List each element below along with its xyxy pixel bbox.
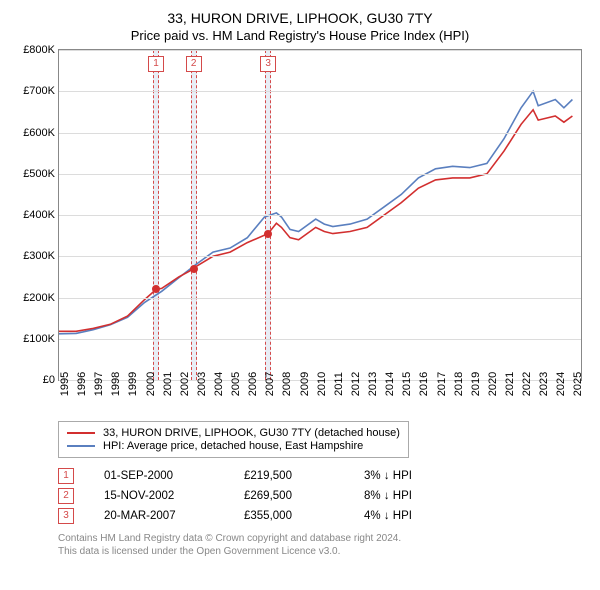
- legend-item: 33, HURON DRIVE, LIPHOOK, GU30 7TY (deta…: [67, 427, 400, 439]
- legend-item: HPI: Average price, detached house, East…: [67, 440, 400, 452]
- gridline: [59, 133, 581, 134]
- sales-table: 1 01-SEP-2000 £219,500 3% ↓ HPI 2 15-NOV-2002…: [58, 468, 590, 524]
- y-axis-label: £400K: [11, 209, 55, 221]
- sales-row: 2 15-NOV-2002 £269,500 8% ↓ HPI: [58, 488, 590, 504]
- sale-point: [152, 285, 160, 293]
- sales-row-delta: 8% ↓ HPI: [364, 490, 464, 502]
- gridline: [59, 174, 581, 175]
- title-address: 33, HURON DRIVE, LIPHOOK, GU30 7TY: [10, 10, 590, 26]
- sales-row-delta: 4% ↓ HPI: [364, 510, 464, 522]
- sales-row-date: 20-MAR-2007: [104, 510, 214, 522]
- sales-row: 1 01-SEP-2000 £219,500 3% ↓ HPI: [58, 468, 590, 484]
- sales-row-delta: 3% ↓ HPI: [364, 470, 464, 482]
- sales-row-date: 01-SEP-2000: [104, 470, 214, 482]
- footer-line2: This data is licensed under the Open Gov…: [58, 545, 590, 558]
- plot-area: £0£100K£200K£300K£400K£500K£600K£700K£80…: [58, 49, 582, 381]
- chart-container: 33, HURON DRIVE, LIPHOOK, GU30 7TY Price…: [0, 0, 600, 566]
- sale-point: [190, 265, 198, 273]
- sales-row-num: 3: [58, 508, 74, 524]
- title-block: 33, HURON DRIVE, LIPHOOK, GU30 7TY Price…: [10, 10, 590, 43]
- y-axis-label: £100K: [11, 333, 55, 345]
- y-axis-label: £800K: [11, 44, 55, 56]
- legend-swatch: [67, 432, 95, 434]
- footer-line1: Contains HM Land Registry data © Crown c…: [58, 532, 590, 545]
- sales-row-num: 1: [58, 468, 74, 484]
- legend-swatch: [67, 445, 95, 447]
- gridline: [59, 91, 581, 92]
- legend-label: 33, HURON DRIVE, LIPHOOK, GU30 7TY (deta…: [103, 427, 400, 439]
- sale-marker-box: 1: [148, 56, 164, 72]
- chart: £0£100K£200K£300K£400K£500K£600K£700K£80…: [58, 49, 582, 409]
- gridline: [59, 50, 581, 51]
- y-axis-label: £0: [11, 374, 55, 386]
- gridline: [59, 298, 581, 299]
- sales-row-price: £219,500: [244, 470, 334, 482]
- sales-row: 3 20-MAR-2007 £355,000 4% ↓ HPI: [58, 508, 590, 524]
- legend-label: HPI: Average price, detached house, East…: [103, 440, 363, 452]
- y-axis-label: £200K: [11, 292, 55, 304]
- sale-marker-box: 2: [186, 56, 202, 72]
- sales-row-date: 15-NOV-2002: [104, 490, 214, 502]
- y-axis-label: £500K: [11, 168, 55, 180]
- sales-row-price: £355,000: [244, 510, 334, 522]
- sales-row-price: £269,500: [244, 490, 334, 502]
- footer: Contains HM Land Registry data © Crown c…: [58, 532, 590, 558]
- gridline: [59, 256, 581, 257]
- gridline: [59, 215, 581, 216]
- sale-marker-box: 3: [260, 56, 276, 72]
- sales-row-num: 2: [58, 488, 74, 504]
- y-axis-label: £700K: [11, 85, 55, 97]
- y-axis-label: £600K: [11, 127, 55, 139]
- sale-point: [264, 230, 272, 238]
- title-subtitle: Price paid vs. HM Land Registry's House …: [10, 28, 590, 43]
- y-axis-label: £300K: [11, 250, 55, 262]
- gridline: [59, 339, 581, 340]
- legend: 33, HURON DRIVE, LIPHOOK, GU30 7TY (deta…: [58, 421, 409, 458]
